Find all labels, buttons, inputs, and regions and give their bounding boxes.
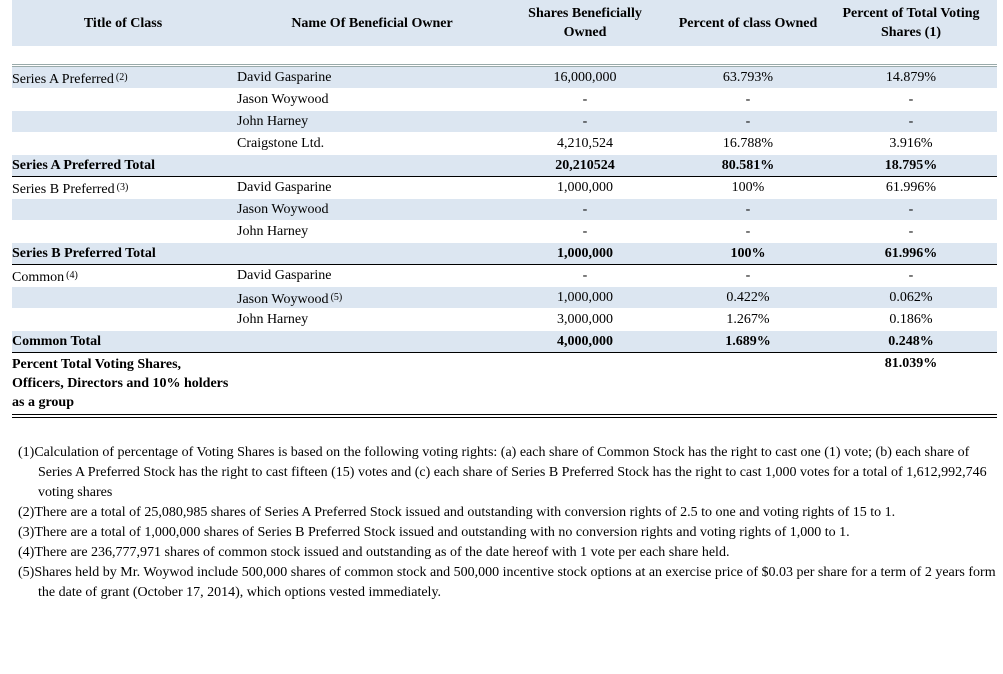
table-cell: - xyxy=(745,224,751,239)
table-cell: - xyxy=(908,202,914,217)
footnote: (3)There are a total of 1,000,000 shares… xyxy=(18,525,850,540)
footnote: (2)There are a total of 25,080,985 share… xyxy=(18,505,896,520)
footnote-ref: (3) xyxy=(116,182,129,193)
table-cell: - xyxy=(908,224,914,239)
row-band xyxy=(12,287,997,308)
table-cell: 1,000,000 xyxy=(557,246,613,261)
table-cell: - xyxy=(745,268,751,283)
table-cell: 1,000,000 xyxy=(557,180,613,195)
table-cell: Series B Preferred (3) xyxy=(12,177,234,199)
row-band xyxy=(12,111,997,132)
column-header: Percent of class Owned xyxy=(678,15,818,31)
table-cell: - xyxy=(582,92,588,107)
table-cell: Common Total xyxy=(12,334,102,349)
row-rule xyxy=(12,176,997,177)
row-band xyxy=(12,331,997,352)
table-cell: 80.581% xyxy=(721,158,775,173)
table-cell: Jason Woywood xyxy=(237,92,329,107)
table-cell: 0.186% xyxy=(889,312,933,327)
table-cell: 18.795% xyxy=(884,158,938,173)
column-header: Shares Beneficially Owned xyxy=(528,6,642,40)
table-cell: Common (4) xyxy=(12,265,234,287)
footnote: (5)Shares held by Mr. Woywod include 500… xyxy=(18,565,996,600)
column-header: Percent of Total Voting Shares (1) xyxy=(842,6,980,40)
table-cell: 3.916% xyxy=(889,136,933,151)
footnote: (4)There are 236,777,971 shares of commo… xyxy=(18,545,730,560)
table-cell: 14.879% xyxy=(885,70,937,85)
row-band xyxy=(12,155,997,176)
table-cell: 100% xyxy=(731,180,765,195)
table-cell: John Harney xyxy=(237,312,309,327)
table-cell: 0.422% xyxy=(726,290,770,305)
table-cell: John Harney xyxy=(237,224,309,239)
footnote-ref: (2) xyxy=(115,72,128,83)
rule xyxy=(12,417,997,418)
cell-text: Series B Preferred xyxy=(12,182,115,197)
rule xyxy=(12,66,997,67)
table-cell: Jason Woywood xyxy=(237,202,329,217)
row-band xyxy=(12,67,997,88)
table-cell: 1.267% xyxy=(726,312,770,327)
table-cell: Percent Total Voting Shares, Officers, D… xyxy=(12,357,229,410)
table-cell: David Gasparine xyxy=(237,70,332,85)
table-cell: 61.996% xyxy=(885,180,937,195)
table-cell: - xyxy=(582,224,588,239)
table-cell: - xyxy=(582,202,588,217)
table-cell: 100% xyxy=(730,246,766,261)
footnote-ref: (5) xyxy=(330,292,343,303)
table-cell: 61.996% xyxy=(884,246,938,261)
table-cell: Jason Woywood (5) xyxy=(237,287,507,309)
table-cell: 4,210,524 xyxy=(557,136,613,151)
table-cell: David Gasparine xyxy=(237,268,332,283)
table-cell: John Harney xyxy=(237,114,309,129)
table-cell: - xyxy=(582,114,588,129)
table-cell: Series A Preferred (2) xyxy=(12,67,234,89)
table-cell: - xyxy=(908,268,914,283)
table-cell: - xyxy=(908,92,914,107)
table-cell: - xyxy=(745,202,751,217)
row-rule xyxy=(12,352,997,353)
table-cell: 16.788% xyxy=(722,136,774,151)
rule xyxy=(12,64,997,65)
table-cell: - xyxy=(582,268,588,283)
rule xyxy=(12,414,997,415)
table-cell: 20,210524 xyxy=(555,158,615,173)
table-cell: 4,000,000 xyxy=(557,334,613,349)
table-cell: 16,000,000 xyxy=(553,70,617,85)
table-cell: - xyxy=(908,114,914,129)
table-cell: 3,000,000 xyxy=(557,312,613,327)
footnote: (1)Calculation of percentage of Voting S… xyxy=(18,445,987,500)
table-cell: 1.689% xyxy=(725,334,771,349)
cell-text: Jason Woywood xyxy=(237,292,329,307)
table-cell: 1,000,000 xyxy=(557,290,613,305)
table-cell: 81.039% xyxy=(884,356,938,371)
row-band xyxy=(12,243,997,264)
table-cell: Craigstone Ltd. xyxy=(237,136,325,151)
table-cell: 0.248% xyxy=(888,334,934,349)
cell-text: Common xyxy=(12,270,65,285)
cell-text: Series A Preferred xyxy=(12,72,114,87)
table-cell: 0.062% xyxy=(889,290,933,305)
table-cell: Series A Preferred Total xyxy=(12,158,155,173)
column-header: Name Of Beneficial Owner xyxy=(291,15,453,31)
table-cell: David Gasparine xyxy=(237,180,332,195)
footnote-ref: (4) xyxy=(66,270,78,281)
column-header: Title of Class xyxy=(83,15,163,31)
table-cell: - xyxy=(745,92,751,107)
row-band xyxy=(12,199,997,220)
table-cell: Series B Preferred Total xyxy=(12,246,156,261)
header-band xyxy=(12,0,997,46)
row-rule xyxy=(12,264,997,265)
table-cell: 63.793% xyxy=(722,70,774,85)
table-cell: - xyxy=(745,114,751,129)
